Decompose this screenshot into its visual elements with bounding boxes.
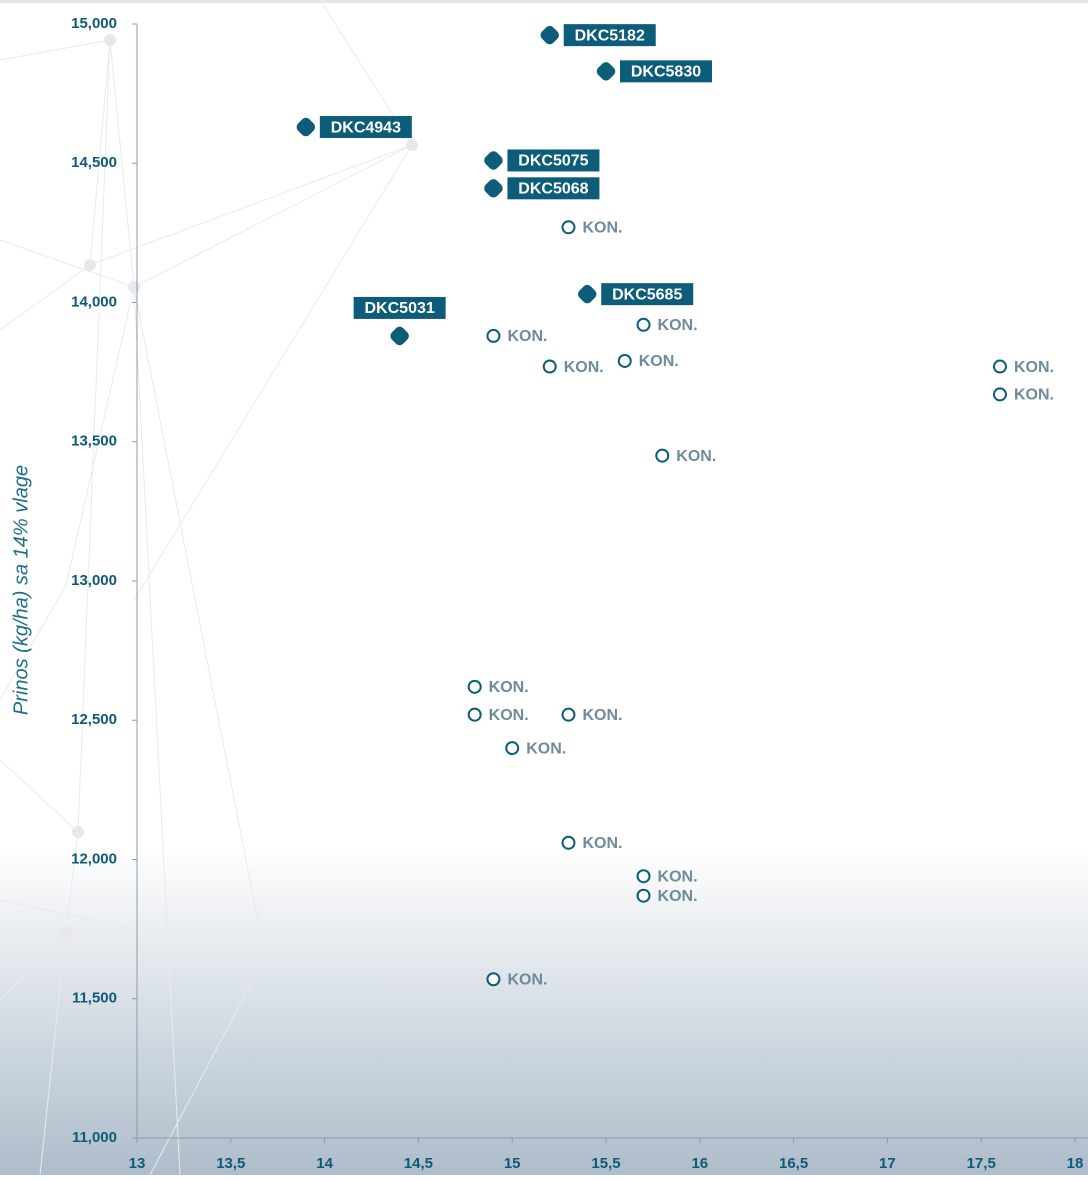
point bbox=[505, 741, 520, 756]
point-label: KON. bbox=[582, 220, 622, 237]
point-label: KON. bbox=[639, 353, 679, 370]
point-label: KON. bbox=[676, 448, 716, 465]
top-strip bbox=[0, 0, 1088, 3]
point bbox=[467, 707, 482, 722]
point-label: DKC5182 bbox=[575, 27, 645, 44]
x-tick-label: 16,5 bbox=[779, 1155, 808, 1172]
y-tick-label: 13,000 bbox=[71, 572, 117, 589]
point-label: DKC5685 bbox=[612, 286, 682, 303]
label-box bbox=[620, 60, 712, 83]
point bbox=[540, 25, 559, 45]
point bbox=[636, 888, 651, 903]
point bbox=[617, 353, 632, 368]
x-tick-label: 14 bbox=[316, 1155, 333, 1172]
point bbox=[542, 359, 557, 374]
y-tick-label: 14,500 bbox=[71, 154, 117, 171]
point bbox=[484, 179, 503, 198]
point-label: KON. bbox=[489, 679, 529, 696]
point bbox=[390, 326, 409, 346]
point bbox=[636, 869, 651, 884]
x-tick-label: 13 bbox=[129, 1155, 146, 1172]
y-tick-label: 12,000 bbox=[71, 850, 117, 867]
point-label: KON. bbox=[526, 740, 566, 757]
point-label: KON. bbox=[507, 328, 547, 345]
point-label: KON. bbox=[507, 971, 547, 988]
x-tick-label: 15,5 bbox=[591, 1155, 620, 1172]
point bbox=[296, 117, 316, 137]
y-tick-label: 13,500 bbox=[71, 433, 117, 450]
x-tick-label: 13,5 bbox=[216, 1155, 245, 1172]
x-tick-label: 16 bbox=[691, 1155, 708, 1172]
point-label: KON. bbox=[582, 835, 622, 852]
point bbox=[486, 972, 501, 987]
point-label: KON. bbox=[582, 707, 622, 724]
decor-nodes bbox=[60, 34, 418, 963]
x-tick-label: 15 bbox=[504, 1155, 521, 1172]
point-label: KON. bbox=[658, 888, 698, 905]
point-label: DKC5830 bbox=[631, 64, 701, 81]
point bbox=[484, 151, 503, 170]
x-tick-label: 18 bbox=[1067, 1155, 1084, 1172]
point-label: KON. bbox=[658, 868, 698, 885]
x-tick-label: 17 bbox=[879, 1155, 896, 1172]
y-tick-label: 11,000 bbox=[72, 1129, 117, 1146]
y-tick-label: 12,500 bbox=[71, 711, 117, 728]
y-tick-label: 14,000 bbox=[71, 293, 117, 310]
point-label: KON. bbox=[658, 317, 698, 334]
label-box bbox=[319, 116, 412, 139]
x-tick-label: 17,5 bbox=[967, 1155, 996, 1172]
point bbox=[486, 328, 501, 343]
point-label: DKC5031 bbox=[365, 300, 435, 317]
label-box bbox=[353, 296, 446, 319]
point bbox=[636, 317, 651, 332]
label-box bbox=[601, 283, 694, 306]
point-label: DKC5075 bbox=[518, 153, 588, 170]
point bbox=[467, 679, 482, 694]
point-label: KON. bbox=[564, 359, 604, 376]
point bbox=[992, 359, 1007, 374]
y-tick-label: 15,000 bbox=[71, 15, 117, 32]
label-box bbox=[507, 177, 600, 200]
point bbox=[561, 220, 576, 235]
label-box bbox=[563, 24, 656, 47]
y-axis-title: Prinos (kg/ha) sa 14% vlage bbox=[10, 465, 32, 715]
label-box bbox=[507, 149, 600, 172]
point bbox=[561, 707, 576, 722]
point-label: KON. bbox=[1014, 359, 1054, 376]
point-label: DKC5068 bbox=[518, 181, 588, 198]
point bbox=[596, 62, 616, 81]
y-tick-label: 11,500 bbox=[72, 990, 117, 1007]
point bbox=[561, 835, 576, 850]
point-label: KON. bbox=[1014, 387, 1054, 404]
point bbox=[655, 448, 670, 463]
point bbox=[992, 387, 1007, 402]
point-label: DKC4943 bbox=[331, 119, 401, 136]
point-label: KON. bbox=[489, 707, 529, 724]
point bbox=[577, 284, 597, 304]
x-tick-label: 14,5 bbox=[404, 1155, 433, 1172]
